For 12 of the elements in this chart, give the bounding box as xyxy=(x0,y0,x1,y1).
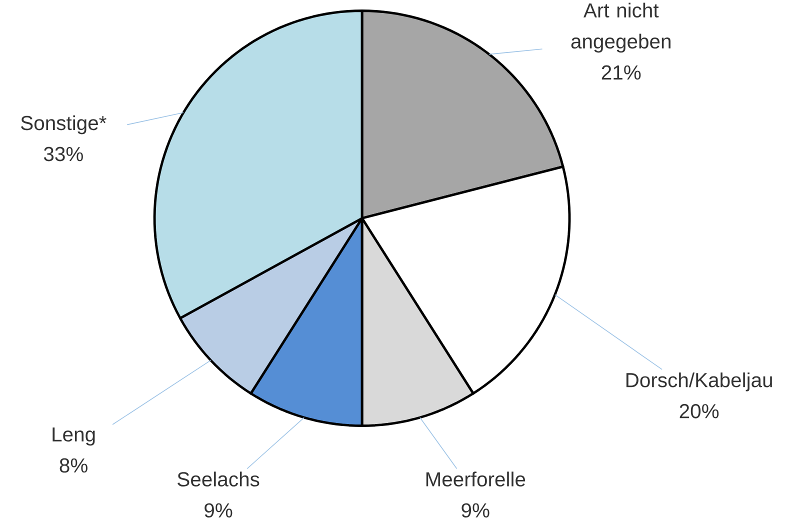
slice-label: Meerforelle xyxy=(426,472,526,486)
slice-label: Leng xyxy=(52,427,95,446)
data-label: 33% xyxy=(44,146,83,162)
data-label: 21% xyxy=(602,65,641,80)
data-label: 8% xyxy=(60,458,88,473)
data-label: 20% xyxy=(680,404,719,418)
data-label: 9% xyxy=(462,503,490,518)
slice-label: Seelachs xyxy=(178,472,260,486)
slice-label: Sonstige* xyxy=(21,115,106,134)
data-label: 9% xyxy=(204,503,232,518)
slice-label: Dorsch/Kabeljau xyxy=(626,372,772,392)
slice-label: Art nicht angegeben xyxy=(571,2,670,52)
